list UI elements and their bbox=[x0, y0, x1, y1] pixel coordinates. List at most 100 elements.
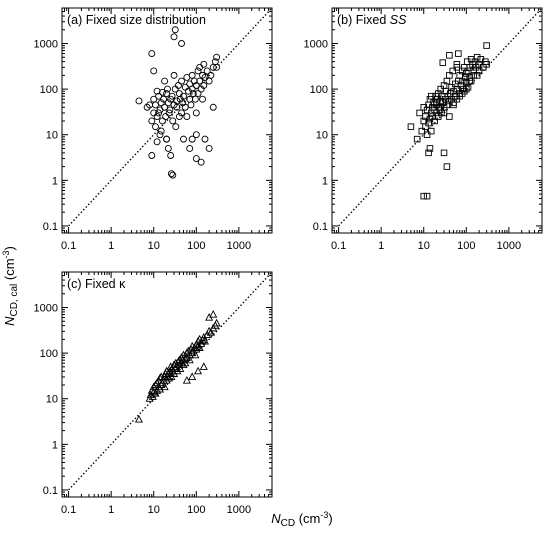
y-tick-label: 1000 bbox=[34, 302, 58, 314]
y-tick-label: 100 bbox=[40, 84, 58, 96]
data-point bbox=[449, 67, 456, 75]
data-point bbox=[192, 82, 200, 89]
data-point bbox=[440, 149, 448, 157]
x-axis-unit-close: ) bbox=[328, 511, 332, 526]
x-tick-label: 1000 bbox=[227, 504, 251, 516]
data-point bbox=[160, 382, 169, 391]
panel-title-part: κ bbox=[119, 277, 126, 291]
x-axis-subscript: CD bbox=[281, 518, 295, 529]
data-point bbox=[190, 77, 198, 85]
data-point bbox=[145, 394, 154, 402]
data-point bbox=[158, 117, 166, 125]
data-point bbox=[194, 341, 203, 350]
data-point bbox=[431, 117, 438, 125]
data-point bbox=[192, 340, 201, 349]
data-point bbox=[433, 99, 440, 107]
x-tick-label: 100 bbox=[187, 240, 205, 252]
data-point bbox=[178, 40, 185, 47]
data-point bbox=[187, 101, 195, 109]
data-point bbox=[439, 59, 447, 66]
data-point bbox=[181, 103, 189, 111]
data-point bbox=[180, 135, 187, 143]
data-point bbox=[160, 95, 167, 103]
data-point bbox=[147, 386, 156, 394]
data-point bbox=[420, 192, 427, 200]
panel-b: 0.1 1 10 100 1000 0.1 1 10 100 1000 (b) Fixed SS bbox=[304, 7, 543, 252]
data-point bbox=[155, 92, 163, 100]
data-point bbox=[164, 85, 171, 93]
panel-title-part: (b) Fixed bbox=[337, 13, 390, 27]
x-axis-unit: (cm bbox=[295, 511, 320, 526]
data-point bbox=[212, 318, 221, 327]
data-point bbox=[173, 103, 181, 111]
data-point bbox=[195, 343, 204, 351]
data-point bbox=[213, 53, 221, 61]
data-point bbox=[209, 323, 218, 332]
data-point bbox=[200, 336, 210, 345]
data-point bbox=[178, 109, 185, 117]
data-point bbox=[181, 354, 190, 362]
panel-title: (c) Fixed κ bbox=[67, 277, 126, 291]
data-point bbox=[149, 387, 158, 396]
data-point bbox=[426, 145, 434, 152]
data-point bbox=[461, 64, 468, 71]
data-point bbox=[155, 373, 165, 382]
data-point bbox=[183, 113, 191, 121]
data-point bbox=[470, 72, 478, 79]
x-tick-label: 0.1 bbox=[61, 504, 76, 516]
data-point bbox=[143, 103, 151, 111]
x-tick-label: 100 bbox=[457, 240, 475, 252]
data-point bbox=[172, 123, 180, 131]
data-point bbox=[427, 127, 435, 135]
data-point bbox=[479, 64, 487, 71]
data-point bbox=[475, 67, 483, 75]
x-tick-label: 100 bbox=[187, 504, 205, 516]
data-point bbox=[169, 369, 179, 377]
data-point bbox=[423, 192, 431, 200]
data-point bbox=[153, 87, 161, 95]
data-point bbox=[192, 131, 200, 139]
y-tick-label: 1000 bbox=[304, 38, 328, 50]
data-point bbox=[200, 82, 208, 89]
data-point bbox=[416, 109, 423, 117]
data-point bbox=[168, 92, 176, 100]
data-point bbox=[157, 99, 165, 107]
data-point bbox=[194, 67, 202, 75]
data-point bbox=[185, 350, 194, 359]
x-tick-label: 10 bbox=[418, 240, 430, 252]
panel-title: (b) Fixed SS bbox=[337, 13, 407, 27]
data-point bbox=[458, 90, 466, 97]
data-point bbox=[152, 123, 159, 131]
data-point bbox=[483, 42, 490, 49]
data-point bbox=[446, 52, 453, 59]
panel-title-part: (a) Fixed size distribution bbox=[67, 13, 206, 27]
data-point bbox=[473, 53, 481, 61]
panel-title-part: (c) Fixed bbox=[67, 277, 119, 291]
x-tick-label: 10 bbox=[148, 240, 160, 252]
data-point bbox=[440, 109, 448, 117]
data-point bbox=[207, 71, 215, 79]
x-axis-symbol: N bbox=[271, 511, 281, 526]
data-point bbox=[192, 155, 200, 163]
data-point bbox=[148, 117, 156, 125]
data-point bbox=[157, 127, 165, 135]
data-point bbox=[173, 366, 182, 375]
data-point bbox=[203, 67, 211, 75]
data-point bbox=[196, 63, 204, 71]
data-point bbox=[196, 77, 204, 85]
data-point bbox=[423, 131, 431, 138]
panel-title-part: SS bbox=[390, 13, 407, 27]
x-tick-label: 0.1 bbox=[331, 240, 346, 252]
data-point bbox=[473, 72, 481, 79]
data-point bbox=[188, 135, 196, 143]
data-point bbox=[442, 87, 450, 95]
data-point bbox=[186, 144, 194, 152]
data-point bbox=[182, 352, 191, 361]
data-point bbox=[201, 135, 209, 143]
data-point bbox=[443, 163, 451, 170]
data-point bbox=[192, 109, 200, 117]
data-point bbox=[446, 72, 453, 79]
data-point bbox=[170, 33, 178, 41]
data-point bbox=[179, 360, 188, 368]
